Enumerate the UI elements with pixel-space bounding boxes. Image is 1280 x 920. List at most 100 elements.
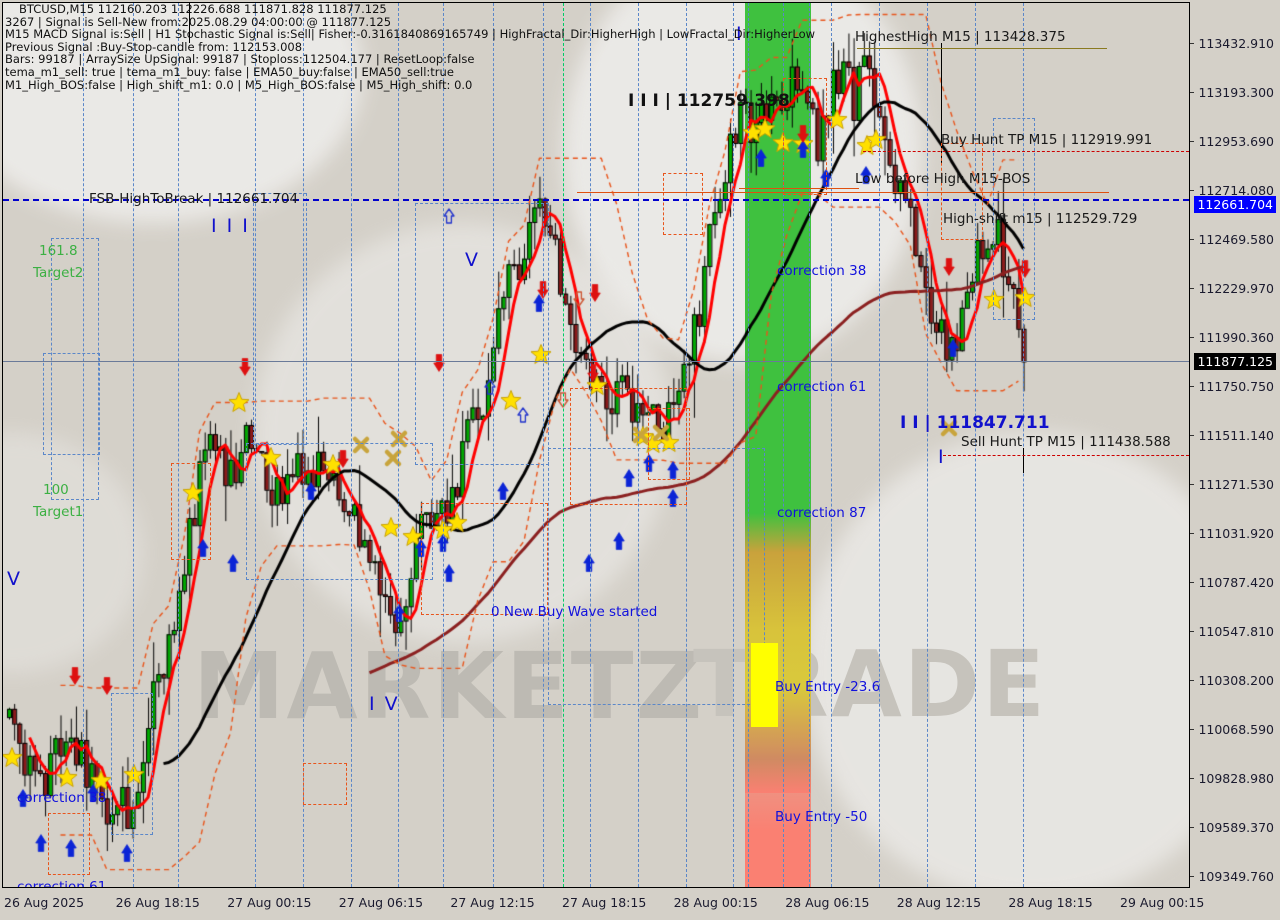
vertical-gridline bbox=[178, 3, 179, 887]
correction-61-left-label: correction 61 bbox=[17, 879, 107, 888]
wave-label-v-left: V bbox=[7, 568, 22, 590]
fib-target1-label: Target1 bbox=[33, 504, 84, 520]
time-tick-label[interactable]: 26 Aug 18:15 bbox=[115, 895, 200, 910]
price-tick-mark bbox=[1190, 582, 1194, 583]
vertical-gridline bbox=[879, 3, 880, 887]
vertical-gridline bbox=[303, 3, 304, 887]
price-tick-mark bbox=[1190, 876, 1194, 877]
price-tick-mark bbox=[1190, 92, 1194, 93]
time-tick-label[interactable]: 28 Aug 00:15 bbox=[673, 895, 758, 910]
price-axis[interactable]: 113432.910 113193.300 112953.690 112714.080… bbox=[1190, 2, 1278, 888]
correction-38-left-label: correction 38 bbox=[17, 790, 107, 806]
period-separator bbox=[1023, 448, 1024, 473]
price-tick-mark bbox=[1190, 190, 1194, 191]
price-tick-mark bbox=[1190, 337, 1194, 338]
price-tick-label: 111750.750 bbox=[1198, 379, 1274, 394]
fractal-box bbox=[415, 203, 549, 465]
header-line-7: M1_High_BOS:false | High_shift_m1: 0.0 |… bbox=[5, 77, 473, 92]
price-tick-label: 110547.810 bbox=[1198, 624, 1274, 639]
time-tick-label[interactable]: 28 Aug 06:15 bbox=[785, 895, 870, 910]
price-tick-mark bbox=[1190, 533, 1194, 534]
fractal-box bbox=[548, 448, 765, 705]
correction-38-label: correction 38 bbox=[777, 263, 867, 279]
low-before-high-label: Low before High M15-BOS bbox=[855, 171, 1031, 187]
vertical-gridline bbox=[748, 3, 749, 887]
current-price-line bbox=[3, 361, 1189, 362]
wave-label-iv: I V bbox=[369, 693, 400, 715]
sell-hunt-tp-label: Sell Hunt TP M15 | 111438.588 bbox=[961, 434, 1171, 450]
fractal-box bbox=[993, 118, 1035, 320]
fib-target2-label: Target2 bbox=[33, 265, 84, 281]
price-tick-label: 109589.370 bbox=[1198, 820, 1274, 835]
time-tick-label[interactable]: 27 Aug 18:15 bbox=[562, 895, 647, 910]
order-block bbox=[783, 78, 827, 195]
price-tick-label: 111271.530 bbox=[1198, 477, 1274, 492]
buy-entry-236-label: Buy Entry -23.6 bbox=[775, 679, 881, 695]
vertical-gridline bbox=[443, 3, 444, 887]
time-tick-label[interactable]: 29 Aug 00:15 bbox=[1120, 895, 1205, 910]
price-tick-mark bbox=[1190, 435, 1194, 436]
buy-hunt-tp-line bbox=[863, 151, 1189, 152]
period-separator bbox=[189, 3, 190, 43]
fib-target2-value: 161.8 bbox=[39, 243, 78, 259]
order-block bbox=[171, 463, 211, 560]
header-line-4: Previous Signal :Buy-Stop-candle from: 1… bbox=[5, 39, 303, 54]
vertical-gridline bbox=[809, 3, 810, 887]
price-tick-mark bbox=[1190, 631, 1194, 632]
time-axis[interactable]: 26 Aug 2025 26 Aug 18:15 27 Aug 00:15 27 Au… bbox=[0, 889, 1280, 920]
price-tick-label: 112714.080 bbox=[1198, 183, 1274, 198]
price-tick-label: 113193.300 bbox=[1198, 85, 1274, 100]
period-separator bbox=[941, 43, 942, 163]
price-tick-label: 111990.360 bbox=[1198, 330, 1274, 345]
vertical-gridline bbox=[351, 3, 352, 887]
correction-61-label: correction 61 bbox=[777, 379, 867, 395]
price-tick-label: 110787.420 bbox=[1198, 575, 1274, 590]
fib-target1-value: 100 bbox=[43, 482, 69, 498]
m15-bos-line bbox=[577, 192, 1109, 193]
fractal-box bbox=[111, 693, 153, 835]
vertical-gridline bbox=[83, 3, 84, 887]
highest-high-line bbox=[857, 48, 1107, 49]
chart-plot-area[interactable]: MARKETZ TRADE HighestHigh M15 | 113428.3… bbox=[2, 2, 1190, 888]
time-tick-label[interactable]: 27 Aug 06:15 bbox=[338, 895, 424, 910]
wave-label-iii: I I I bbox=[211, 215, 250, 237]
price-canvas[interactable] bbox=[3, 3, 1189, 887]
order-block bbox=[48, 813, 90, 875]
time-tick-label[interactable]: 28 Aug 18:15 bbox=[1008, 895, 1093, 910]
bos-segment bbox=[739, 188, 859, 189]
wave-label-i-right: I bbox=[938, 446, 946, 468]
session-divider-green bbox=[563, 3, 564, 887]
time-tick-label[interactable]: 27 Aug 00:15 bbox=[227, 895, 312, 910]
fsb-high-to-break-label: FSB-HighToBreak | 112661.704 bbox=[89, 191, 299, 207]
price-tick-mark bbox=[1190, 729, 1194, 730]
time-tick-label[interactable]: 28 Aug 12:15 bbox=[896, 895, 982, 910]
fractal-box bbox=[253, 193, 307, 445]
vertical-gridline bbox=[255, 3, 256, 887]
order-block bbox=[941, 143, 983, 240]
buy-hunt-tp-label: Buy Hunt TP M15 | 112919.991 bbox=[941, 132, 1153, 148]
vertical-gridline bbox=[783, 3, 784, 887]
header-line-3: M15 MACD Signal is:Sell | H1 Stochastic … bbox=[5, 27, 816, 42]
vertical-gridline bbox=[975, 3, 976, 887]
highest-high-label: HighestHigh M15 | 113428.375 bbox=[855, 29, 1066, 45]
order-block bbox=[648, 408, 690, 480]
vertical-gridline bbox=[927, 3, 928, 887]
vertical-gridline bbox=[590, 3, 591, 887]
fractal-box bbox=[246, 443, 433, 580]
buy-entry-50-label: Buy Entry -50 bbox=[775, 809, 868, 825]
order-block bbox=[421, 503, 548, 615]
price-tick-label: 113432.910 bbox=[1198, 36, 1274, 51]
price-tick-mark bbox=[1190, 827, 1194, 828]
vertical-gridline bbox=[638, 3, 639, 887]
fractal-box bbox=[51, 238, 99, 500]
vertical-gridline bbox=[831, 3, 832, 887]
time-tick-label[interactable]: 26 Aug 2025 bbox=[4, 895, 85, 910]
price-tick-label: 109828.980 bbox=[1198, 771, 1274, 786]
high-shift-label: High-shift m15 | 112529.729 bbox=[943, 211, 1138, 227]
time-tick-label[interactable]: 27 Aug 12:15 bbox=[450, 895, 535, 910]
wave3-high-label: I I I | 112759.398 bbox=[628, 91, 790, 111]
correction-87-label: correction 87 bbox=[777, 505, 867, 521]
price-tick-label: 112229.970 bbox=[1198, 281, 1274, 296]
wave2-low-label: I I | 111847.711 bbox=[900, 413, 1050, 433]
order-block bbox=[663, 173, 703, 235]
